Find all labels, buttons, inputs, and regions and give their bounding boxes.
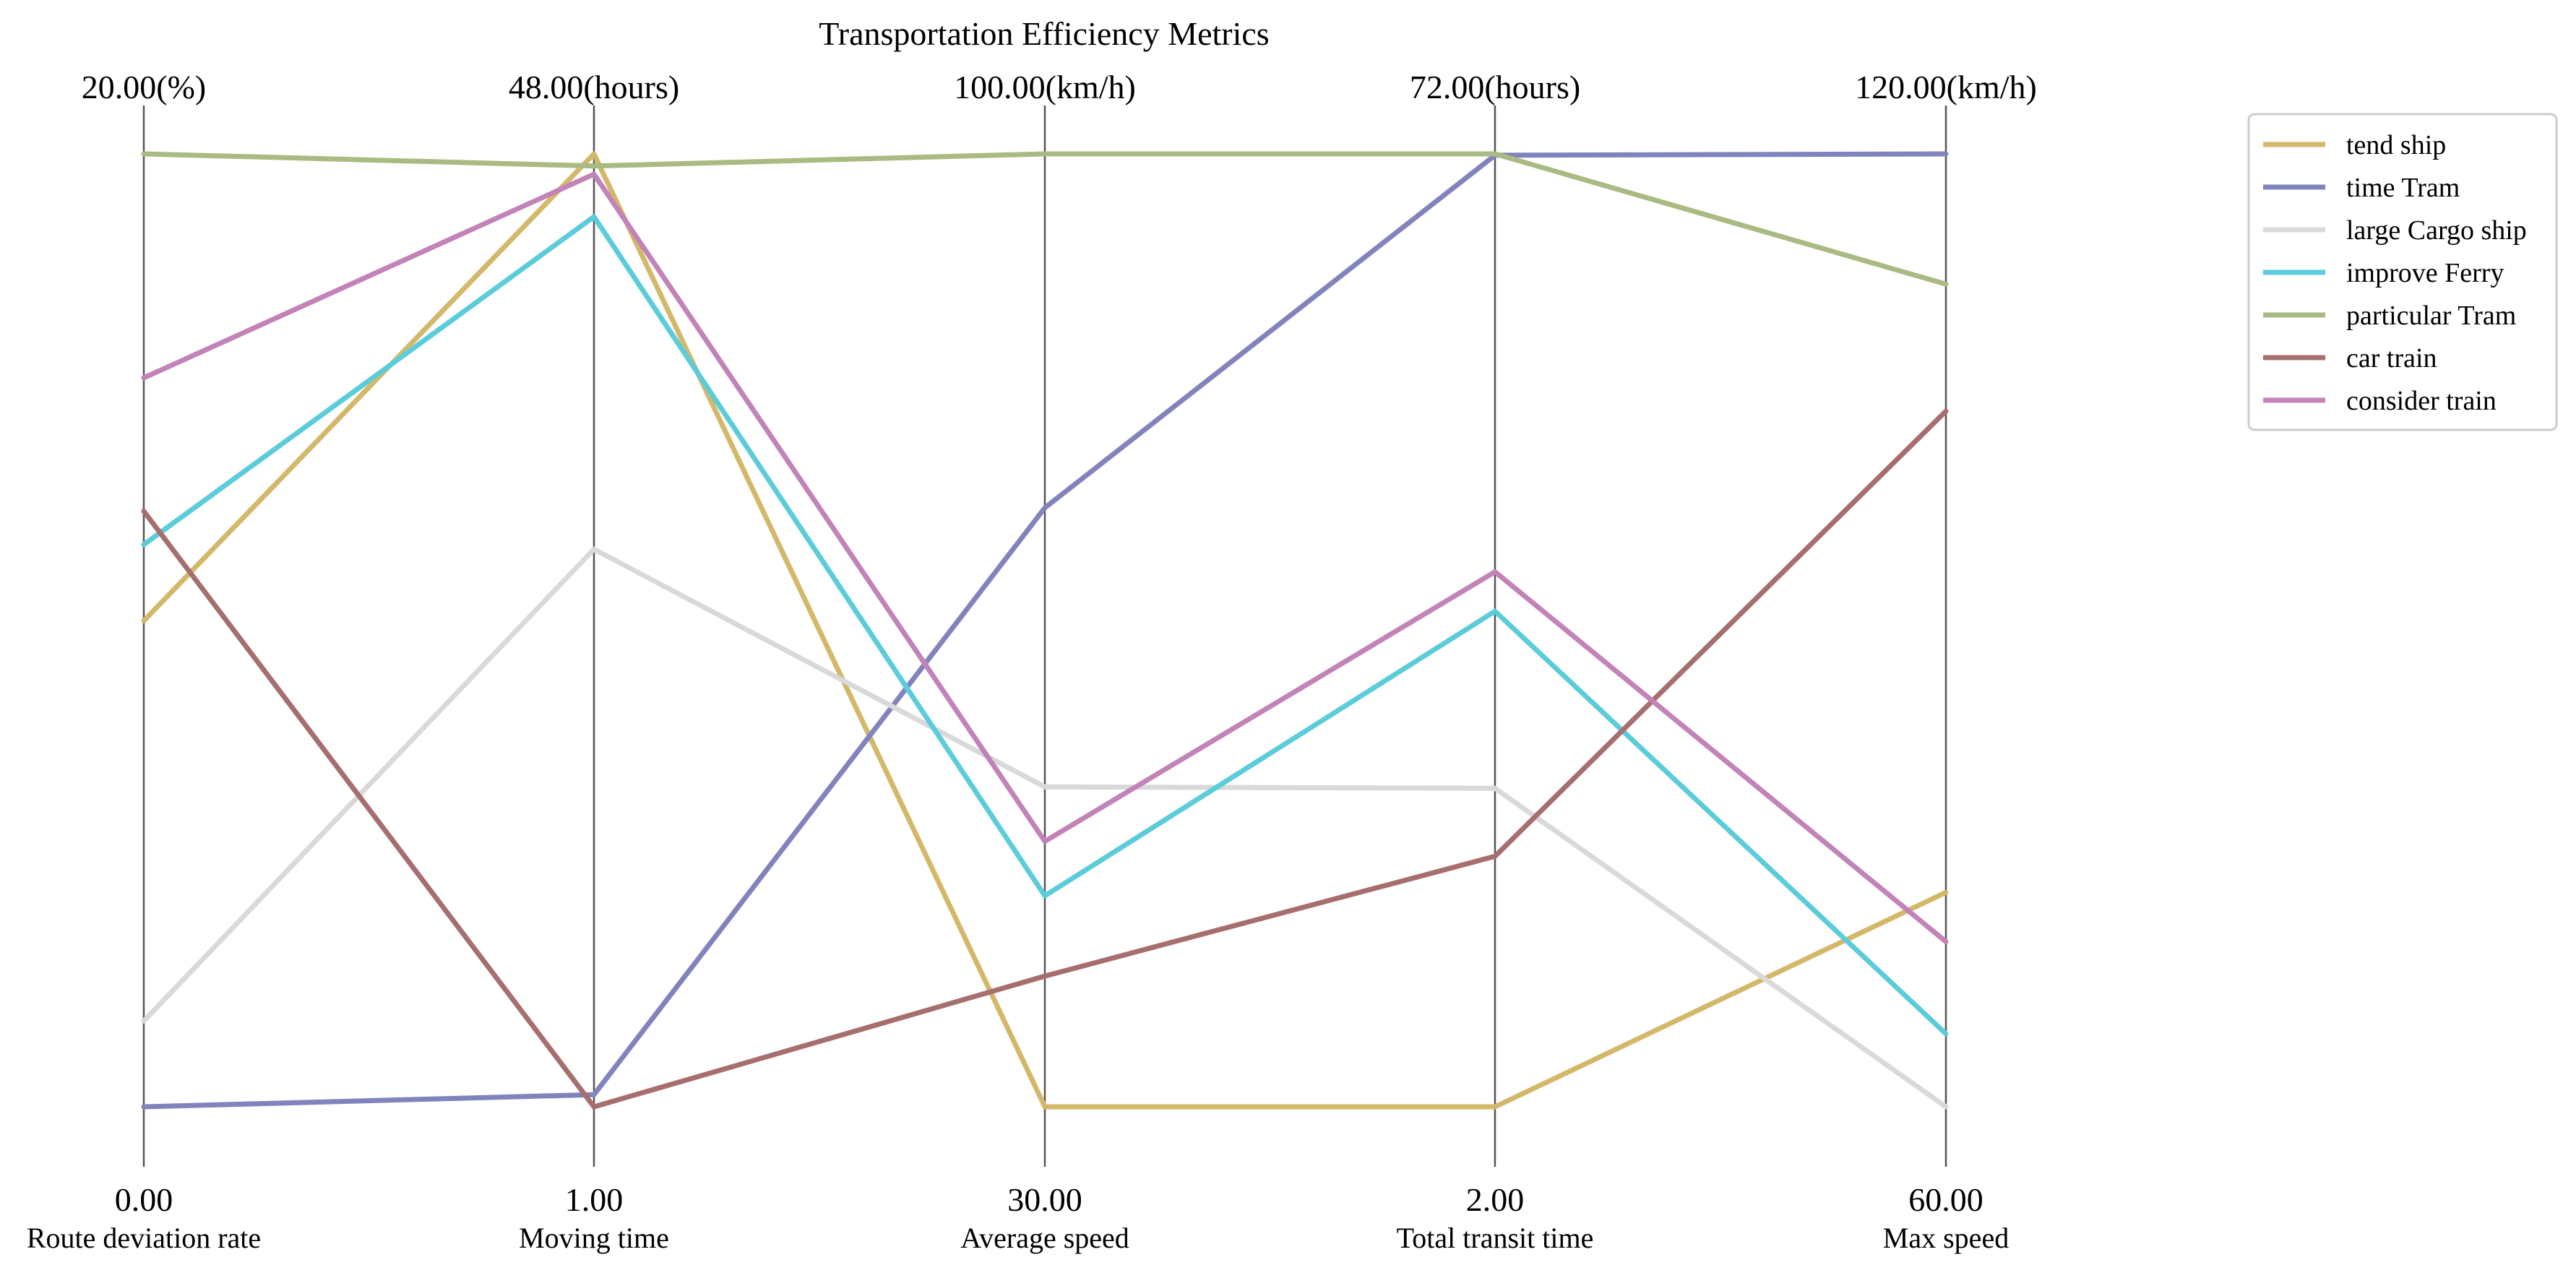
series-line: [141, 408, 1949, 1110]
axis-min-tick-label: 1.00: [565, 1181, 624, 1218]
legend-label: car train: [2346, 343, 2437, 374]
series-line: [141, 151, 1949, 287]
axis-min-tick-label: 60.00: [1908, 1181, 1983, 1218]
axis-max-tick-label: 72.00(hours): [1410, 69, 1580, 105]
legend-label: improve Ferry: [2346, 258, 2504, 288]
legend-frame: [2247, 113, 2558, 431]
axis-title: Route deviation rate: [27, 1222, 261, 1254]
axis-min-tick-label: 0.00: [115, 1181, 173, 1218]
axis-max-tick-label: 120.00(km/h): [1855, 69, 2037, 105]
axis-title: Moving time: [519, 1222, 669, 1254]
series-line: [141, 151, 1949, 1110]
axis-max-tick-label: 100.00(km/h): [954, 69, 1136, 105]
legend: tend ship time Tram large Cargo ship improv…: [2247, 113, 2558, 431]
axis-min-tick-label: 30.00: [1007, 1181, 1082, 1218]
series-line: [141, 151, 1949, 1110]
axis-title: Max speed: [1883, 1222, 2009, 1254]
series-lines-layer: [141, 151, 1949, 1110]
series-line: [141, 171, 1949, 944]
series-line: [141, 546, 1949, 1110]
axis-title: Total transit time: [1397, 1222, 1594, 1254]
chart-title: Transportation Efficiency Metrics: [819, 15, 1269, 52]
axis-max-tick-label: 20.00(%): [82, 69, 206, 105]
axes-layer: 20.00(%) 0.00 Route deviation rate 48.00(ho…: [27, 69, 2037, 1254]
series-line: [141, 214, 1949, 1037]
legend-label: tend ship: [2346, 130, 2446, 160]
legend-label: consider train: [2346, 386, 2497, 416]
legend-label: particular Tram: [2346, 301, 2516, 331]
axis-max-tick-label: 48.00(hours): [509, 69, 679, 105]
axis-title: Average speed: [960, 1222, 1129, 1254]
legend-label: large Cargo ship: [2346, 215, 2527, 246]
axis-min-tick-label: 2.00: [1466, 1181, 1525, 1218]
legend-label: time Tram: [2346, 173, 2460, 203]
